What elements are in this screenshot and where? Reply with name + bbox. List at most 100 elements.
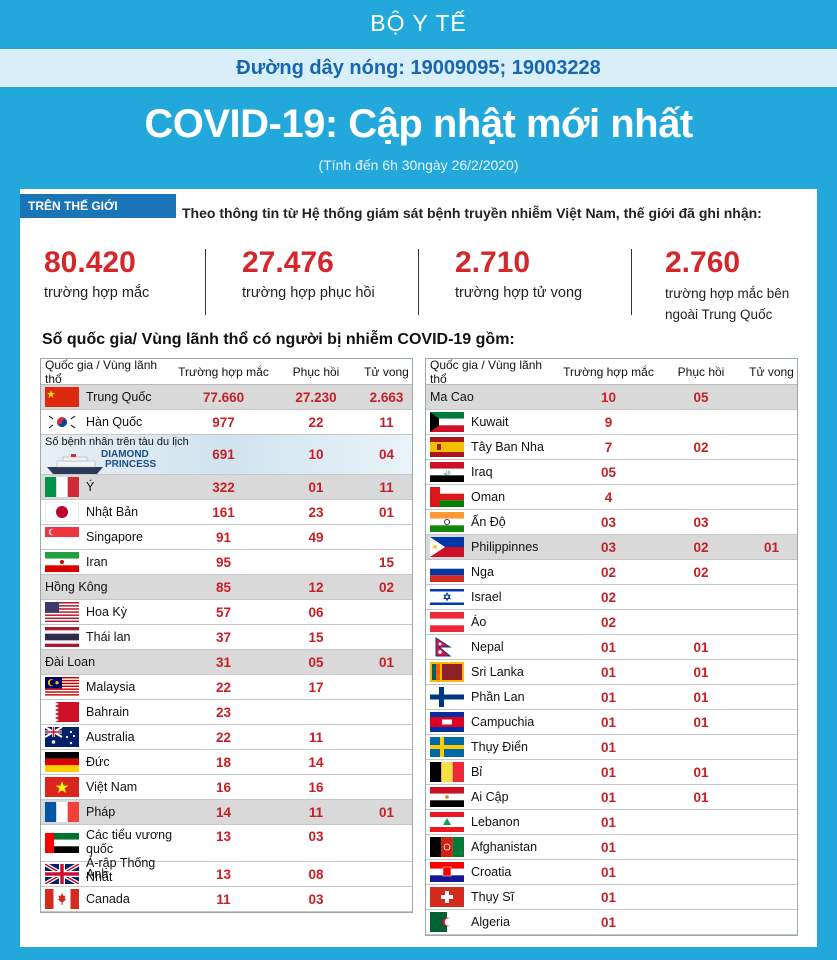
country-name: Nga	[471, 565, 494, 579]
recovered-value: 01	[693, 789, 709, 805]
country-cell: Singapore	[41, 525, 176, 549]
country-name-line: Ả-rập Thống Nhất	[86, 856, 156, 884]
stat-value: 2.760	[665, 246, 741, 279]
deaths-value: 04	[378, 447, 395, 462]
country-name: Việt Nam	[86, 780, 138, 794]
table-row: Australia 22 11	[41, 725, 412, 750]
country-cell: Trung Quốc	[41, 385, 176, 409]
country-cell: Hồng Kông	[41, 575, 176, 599]
country-name: Bahrain	[86, 705, 130, 719]
vietnam-flag-icon	[45, 777, 79, 797]
table-row: Oman 4	[426, 485, 797, 510]
recovered-value: 16	[308, 779, 324, 795]
country-name: Bỉ	[471, 765, 483, 779]
australia-flag-icon	[45, 727, 79, 747]
belgium-flag-icon	[430, 762, 464, 782]
country-cell: Iran	[41, 550, 176, 574]
japan-flag-icon	[45, 502, 79, 522]
iraq-flag-icon: الله	[430, 462, 464, 482]
cases-value: 10	[600, 389, 617, 405]
recovered-value: 02	[693, 564, 709, 580]
country-name: Tây Ban Nha	[471, 440, 544, 454]
table-row: Sri Lanka 01 01	[426, 660, 797, 685]
country-name: Israel	[471, 590, 502, 604]
country-name: Hàn Quốc	[86, 415, 143, 429]
korea-flag-icon	[45, 412, 79, 432]
germany-flag-icon	[45, 752, 79, 772]
country-cell: Hoa Kỳ	[41, 600, 176, 624]
table-row: Nepal 01 01	[426, 635, 797, 660]
deaths-value: 01	[378, 504, 395, 520]
croatia-flag-icon	[430, 862, 464, 882]
country-name: Ma Cao	[430, 390, 474, 404]
deaths-value: 11	[379, 414, 394, 430]
kuwait-flag-icon	[430, 412, 464, 432]
country-name: Áo	[471, 615, 487, 629]
cruise-ship-icon	[47, 454, 103, 474]
country-name: Canada	[86, 892, 130, 906]
china-flag-icon	[45, 387, 79, 407]
stat-label-line: ngoài Trung Quốc	[665, 307, 773, 322]
recovered-value: 27.230	[295, 389, 337, 405]
country-cell: Philippinnes	[426, 535, 561, 559]
cases-value: 01	[600, 689, 617, 705]
country-name: Hoa Kỳ	[86, 605, 127, 619]
recovered-value: 01	[693, 714, 709, 730]
country-cell: Việt Nam	[41, 775, 176, 799]
recovered-value: 49	[308, 529, 324, 545]
country-cell: Thụy Sĩ	[426, 885, 561, 909]
table-row: Philippinnes 03 02 01	[426, 535, 797, 560]
country-name: Anh	[86, 867, 109, 881]
spain-flag-icon	[430, 437, 464, 457]
table-row: Nga 02 02	[426, 560, 797, 585]
countries-heading: Số quốc gia/ Vùng lãnh thổ có người bị n…	[42, 331, 515, 348]
table-row: Ai Cập 01 01	[426, 785, 797, 810]
country-name: Oman	[471, 490, 506, 504]
deaths-value: 01	[378, 654, 395, 670]
cases-value: 9	[604, 414, 613, 430]
cases-value: 01	[600, 889, 617, 905]
stat-label: trường hợp phục hồi	[242, 285, 375, 301]
recovered-value: 05	[308, 654, 324, 670]
deaths-value: 01	[378, 804, 395, 820]
bahrain-flag-icon	[45, 702, 79, 722]
country-name: Kuwait	[471, 415, 509, 429]
table-row: Pháp 14 11 01	[41, 800, 412, 825]
uk-flag-icon	[45, 864, 79, 884]
egypt-flag-icon	[430, 787, 464, 807]
stat-deaths: 2.710 trường hợp tử vong	[455, 247, 582, 304]
country-name: Các tiểu vương quốc Ả-rập Thống Nhất	[86, 828, 176, 884]
country-name: Nhật Bản	[86, 505, 139, 519]
table-row: الله Iraq 05	[426, 460, 797, 485]
table-header: Quốc gia / Vùng lãnh thổ Trường hợp mắc Ph…	[41, 358, 412, 386]
table-row: Algeria 01	[426, 910, 797, 935]
cambodia-flag-icon	[430, 712, 464, 732]
table-row: Afghanistan 01	[426, 835, 797, 860]
cases-value: 4	[604, 489, 613, 505]
stat-divider	[205, 249, 206, 315]
recovered-value: 23	[308, 504, 324, 520]
country-name: Ý	[86, 480, 95, 494]
table-row: Singapore 91 49	[41, 525, 412, 550]
country-name: Số bệnh nhân trên tàu du lịch	[45, 436, 189, 448]
recovered-value: 14	[308, 754, 324, 770]
logo-text: PRINCESS	[105, 459, 157, 470]
recovered-value: 11	[308, 729, 324, 745]
country-name: Afghanistan	[471, 840, 538, 854]
country-cell: Số bệnh nhân trên tàu du lịch DIAMOND PRIN…	[41, 435, 189, 474]
country-cell: Phần Lan	[426, 685, 561, 709]
country-cell: Pháp	[41, 800, 176, 824]
country-cell: Kuwait	[426, 410, 561, 434]
cases-value: 01	[600, 664, 617, 680]
country-cell: Bahrain	[41, 700, 176, 724]
cases-value: 14	[215, 804, 232, 820]
table-header: Quốc gia / Vùng lãnh thổ Trường hợp mắc Ph…	[426, 358, 797, 386]
stat-label: trường hợp mắc	[44, 285, 150, 301]
cases-value: 03	[600, 514, 617, 530]
cases-value: 18	[215, 754, 232, 770]
cases-value: 16	[215, 779, 232, 795]
cases-value: 57	[215, 604, 232, 620]
country-name: Đài Loan	[45, 655, 96, 669]
stat-cases: 80.420 trường hợp mắc	[44, 247, 149, 304]
table-row: Bỉ 01 01	[426, 760, 797, 785]
